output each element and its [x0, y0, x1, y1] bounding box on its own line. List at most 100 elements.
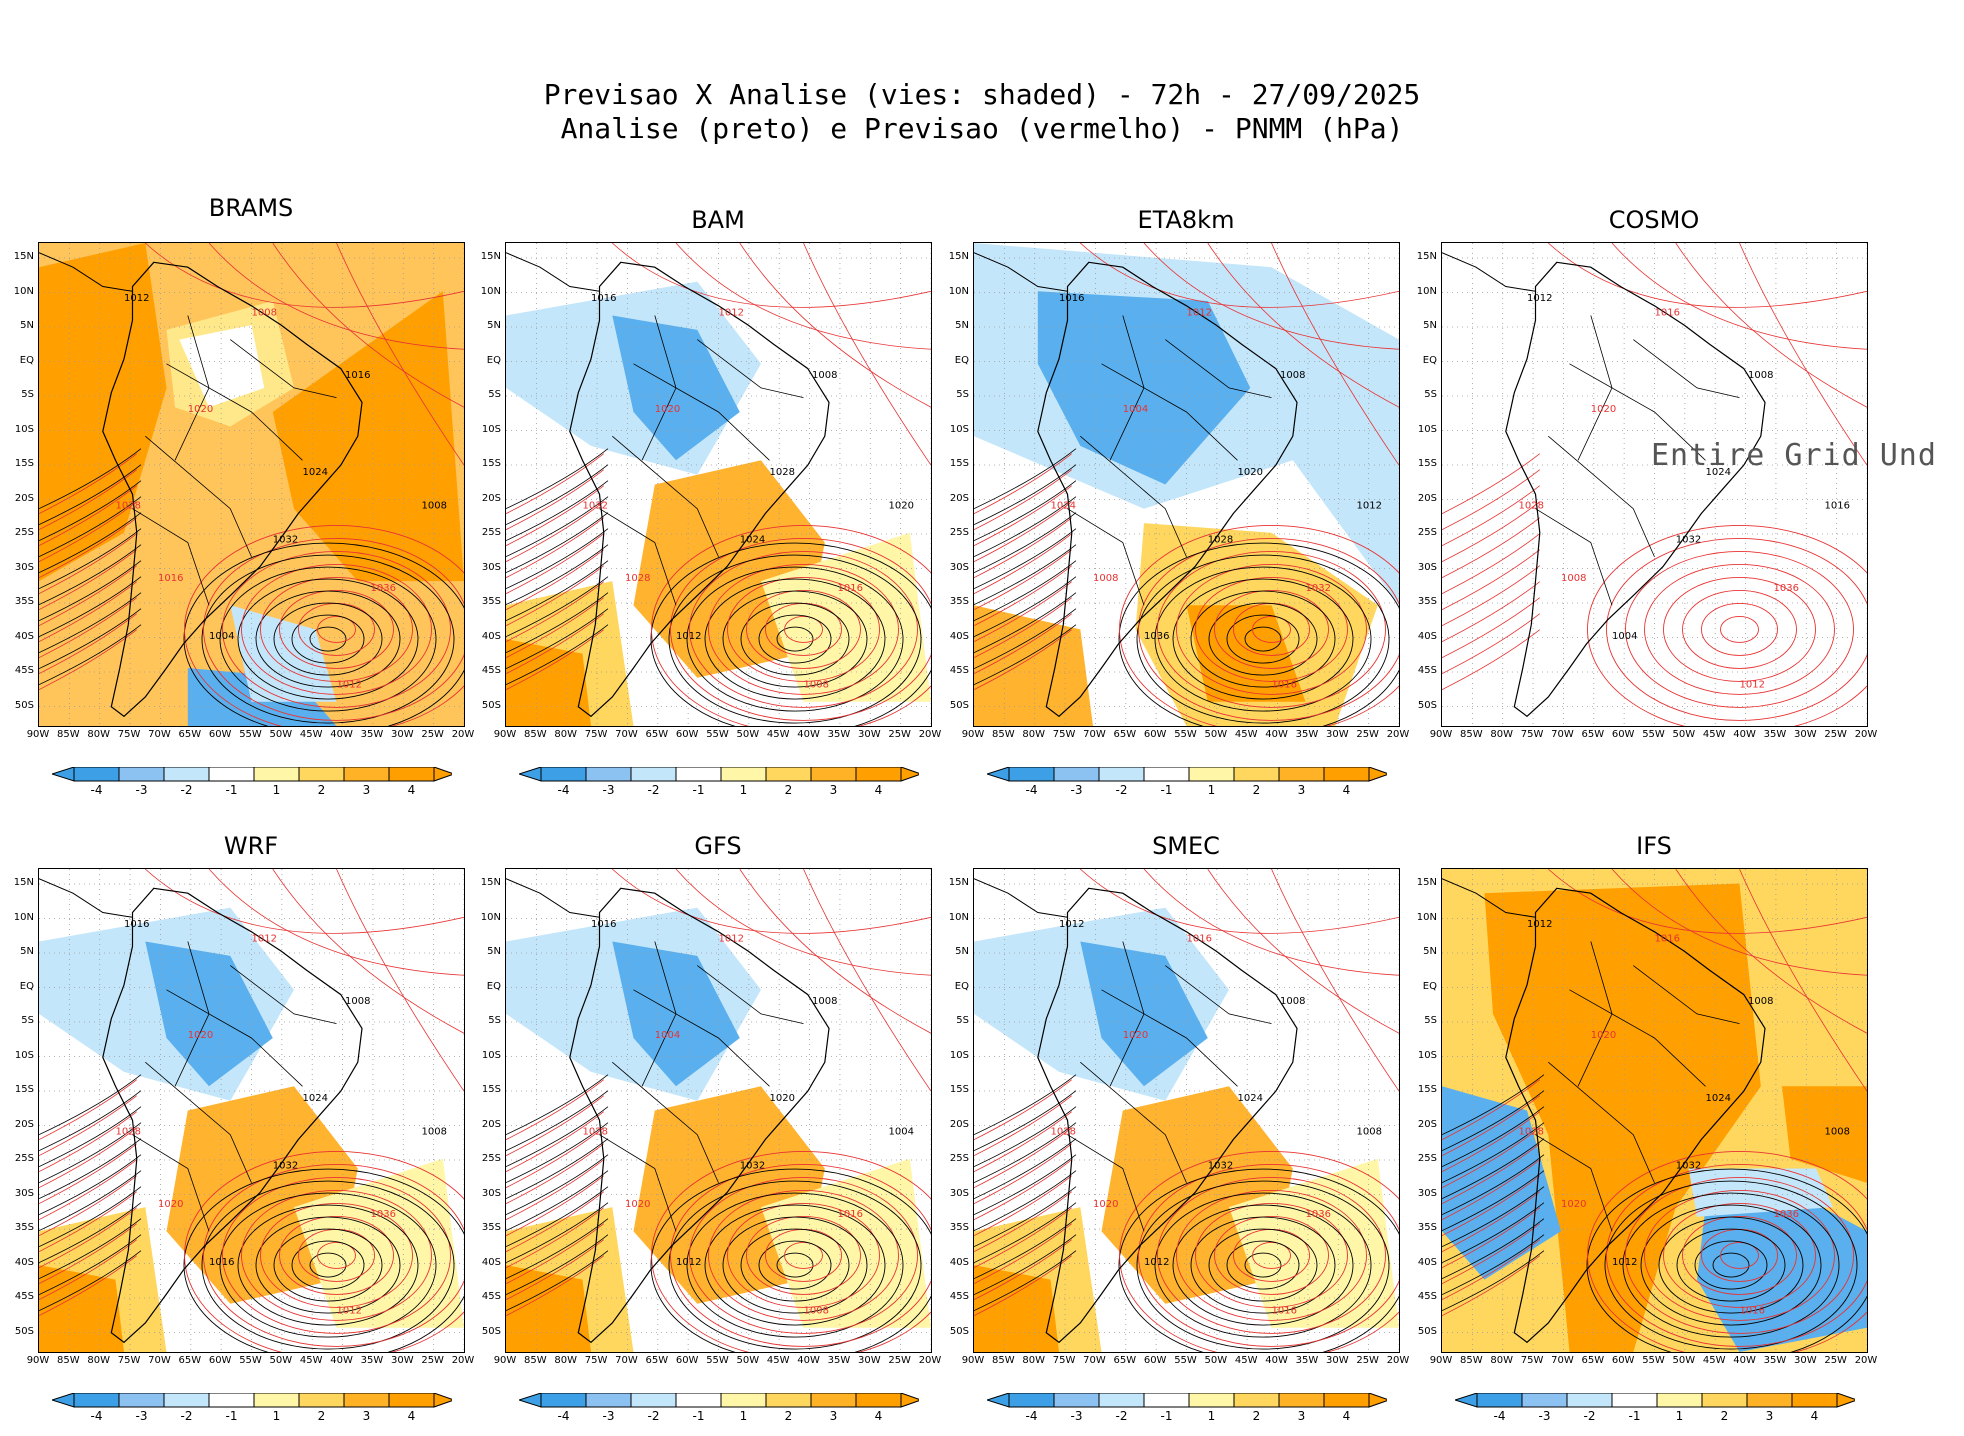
- isobar-analysis: [183, 1168, 464, 1352]
- lat-tick-label: 10N: [480, 911, 501, 923]
- isobar-analysis: [39, 1074, 142, 1136]
- contour-label: 1012: [1527, 293, 1552, 304]
- isobar-forecast: [1663, 576, 1816, 682]
- colorbar-segment: [1188, 766, 1235, 782]
- isobar-analysis: [39, 1234, 142, 1296]
- lon-tick-label: 70W: [1083, 1355, 1106, 1366]
- colorbar-segment: [343, 1392, 390, 1408]
- isobar-analysis: [39, 1106, 142, 1168]
- colorbar-tick-label: 3: [829, 1409, 838, 1423]
- bias-shading: [1484, 883, 1761, 1352]
- contour-label: 1024: [303, 467, 328, 478]
- contour-label: 1012: [1527, 919, 1552, 930]
- lat-tick-label: EQ: [19, 354, 34, 366]
- lat-tick-label: 15N: [1416, 251, 1437, 262]
- contour-label: 1020: [1238, 467, 1263, 478]
- isobar-analysis: [39, 1090, 142, 1152]
- lat-tick-label: 45S: [949, 1291, 969, 1302]
- isobar-analysis: [39, 608, 142, 670]
- lon-tick-label: 40W: [330, 729, 353, 740]
- lon-tick-label: 75W: [117, 729, 141, 740]
- isobar-forecast: [39, 533, 137, 595]
- colorbar-segment: [1566, 1392, 1613, 1408]
- isobar-analysis: [219, 566, 437, 712]
- lon-tick-label: 30W: [857, 729, 881, 740]
- country-border: [1548, 1061, 1655, 1184]
- isobar-analysis: [39, 1170, 142, 1232]
- isobar-forecast: [1611, 869, 1867, 976]
- lat-tick-label: 5S: [488, 389, 501, 400]
- contour-label: 1008: [1561, 573, 1586, 584]
- isobar-analysis: [776, 1252, 814, 1278]
- isobar-forecast: [974, 565, 1072, 627]
- colorbar-tick-label: -2: [1583, 1409, 1596, 1423]
- lon-tick-label: 25W: [421, 1355, 444, 1366]
- isobar-analysis: [506, 1074, 609, 1136]
- isobar-forecast: [1252, 1241, 1291, 1269]
- lon-tick-label: 80W: [1022, 1355, 1046, 1366]
- contour-label: 1016: [1059, 293, 1084, 304]
- isobar-analysis: [506, 1090, 609, 1152]
- lon-tick-label: 20W: [1854, 729, 1878, 740]
- isobar-forecast: [1675, 869, 1867, 1034]
- isobar-analysis: [974, 624, 1077, 686]
- lon-tick-label: 45W: [1702, 729, 1726, 740]
- isobar-forecast: [39, 517, 137, 579]
- colorbar-tick-label: -3: [602, 1409, 615, 1423]
- isobar-analysis: [506, 624, 609, 686]
- isobar-analysis: [1226, 614, 1300, 664]
- isobar-analysis: [740, 1228, 850, 1302]
- lon-tick-label: 65W: [178, 1355, 202, 1366]
- isobar-forecast: [208, 869, 464, 976]
- colorbar-segment: [630, 766, 677, 782]
- colorbar: [1453, 1392, 1859, 1417]
- isobar-analysis: [309, 626, 347, 652]
- lon-tick-label: 40W: [1265, 729, 1288, 740]
- colorbar-segment: [1233, 766, 1280, 782]
- isobar-forecast: [1442, 1127, 1540, 1189]
- isobar-analysis: [974, 1170, 1077, 1232]
- isobar-forecast: [675, 869, 931, 976]
- colorbar-segment: [1791, 1392, 1838, 1408]
- isobar-analysis: [506, 1234, 609, 1296]
- country-border: [1165, 339, 1272, 398]
- isobar-analysis: [506, 1186, 609, 1248]
- isobar-forecast: [974, 1111, 1072, 1173]
- colorbar-tick-label: -3: [1538, 1409, 1551, 1423]
- colorbar-segment: [118, 1392, 165, 1408]
- isobar-forecast: [39, 1175, 137, 1237]
- lon-tick-label: 25W: [888, 1355, 911, 1366]
- lat-tick-label: 30S: [14, 561, 34, 573]
- isobar-forecast: [506, 1223, 604, 1285]
- isobar-forecast: [1442, 629, 1540, 691]
- lon-tick-label: 40W: [797, 729, 820, 740]
- lon-tick-label: 30W: [390, 1355, 414, 1366]
- isobar-analysis: [722, 1216, 868, 1314]
- isobar-forecast: [39, 1095, 137, 1157]
- bias-shading: [1782, 1086, 1867, 1183]
- figure-title-line1: Previsao X Analise (vies: shaded) - 72h …: [543, 78, 1421, 111]
- country-border: [1548, 435, 1655, 558]
- lat-tick-label: 50S: [1417, 1325, 1437, 1337]
- lat-tick-label: 20S: [949, 492, 969, 504]
- isobar-forecast: [974, 1223, 1072, 1285]
- country-border: [230, 965, 337, 1024]
- colorbar-segment: [810, 1392, 857, 1408]
- lat-tick-label: 10N: [948, 911, 969, 923]
- contour-label: 1012: [252, 933, 277, 944]
- country-border: [174, 941, 210, 1087]
- isobar-analysis: [506, 448, 609, 510]
- isobar-forecast: [974, 501, 1072, 563]
- contour-label: 1020: [188, 1030, 213, 1041]
- isobar-forecast: [1138, 1163, 1399, 1347]
- isobar-forecast: [1207, 869, 1399, 1034]
- isobar-analysis: [1154, 566, 1372, 712]
- isobar-analysis: [974, 1218, 1077, 1280]
- lon-tick-label: 45W: [1702, 1355, 1726, 1366]
- colorbar-tick-label: -1: [692, 1409, 705, 1423]
- lat-tick-label: 10N: [480, 285, 501, 297]
- isobar-analysis: [974, 496, 1077, 558]
- isobar-analysis: [201, 1180, 455, 1350]
- colorbar-tick-label: 2: [784, 1409, 793, 1423]
- colorbar: [517, 1392, 923, 1417]
